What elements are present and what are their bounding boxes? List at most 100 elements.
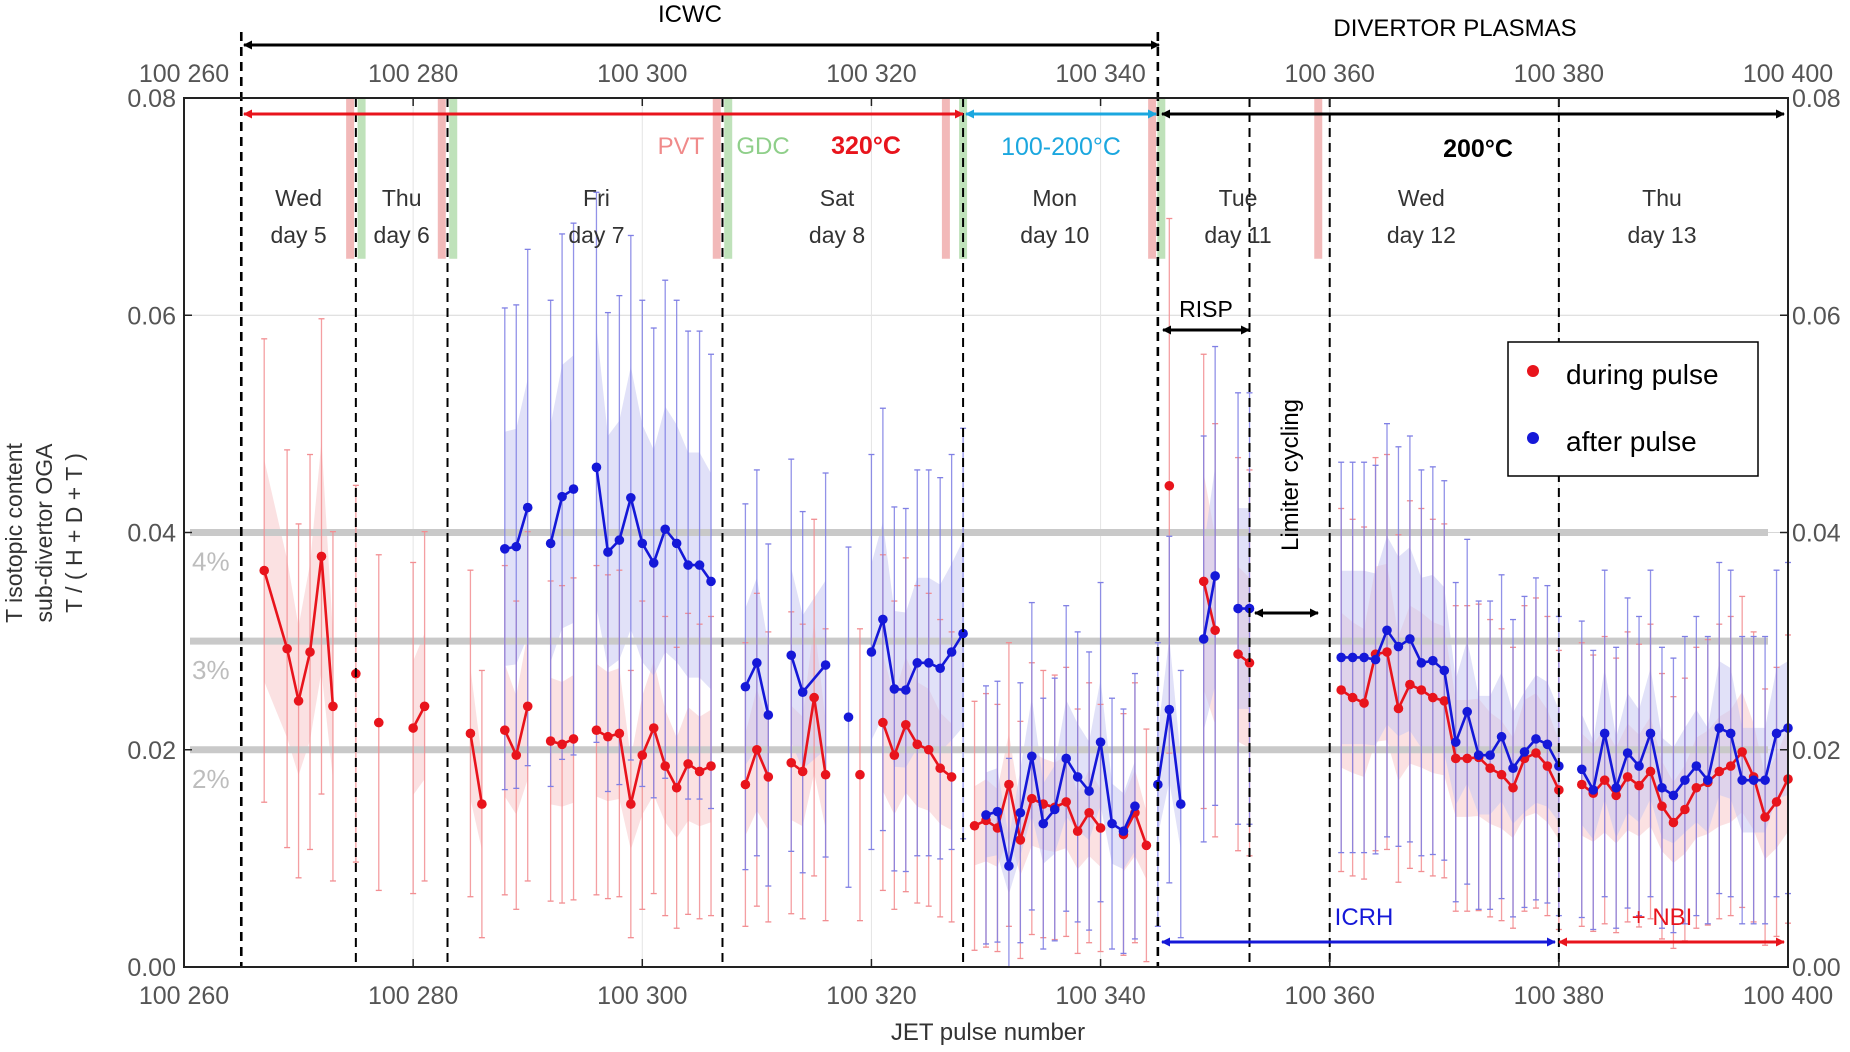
data-point: [614, 728, 625, 739]
data-point: [1382, 647, 1392, 657]
day-label-weekday: Mon: [1032, 185, 1077, 211]
data-point: [786, 757, 797, 768]
data-point: [1599, 728, 1610, 739]
data-point: [293, 696, 304, 706]
reference-line-label: 2%: [192, 764, 230, 794]
data-point: [511, 750, 522, 760]
data-point: [671, 538, 682, 549]
data-point: [660, 524, 670, 535]
data-point: [683, 759, 693, 769]
reference-line-label: 4%: [192, 547, 230, 577]
data-point: [1004, 779, 1014, 790]
data-point: [1531, 748, 1541, 758]
data-point: [1485, 750, 1495, 760]
data-point: [626, 492, 636, 503]
data-point: [901, 685, 911, 695]
y-axis-title: T isotopic content sub-divertor OGA T / …: [1, 442, 87, 622]
day-label-weekday: Sat: [820, 185, 855, 211]
data-point: [1714, 766, 1725, 777]
icwc-label: ICWC: [658, 1, 722, 28]
y-tick-label-right: 0.02: [1792, 737, 1841, 765]
data-point: [740, 779, 751, 790]
data-point: [1645, 766, 1656, 777]
data-point: [1725, 728, 1736, 739]
data-point: [946, 772, 957, 782]
legend-box: [1507, 341, 1759, 477]
data-point: [500, 543, 510, 554]
data-point: [637, 750, 648, 760]
data-point: [1450, 753, 1461, 764]
data-point: [637, 538, 648, 549]
data-point: [1027, 751, 1037, 762]
legend-marker-during: [1527, 365, 1539, 377]
day-label-weekday: Wed: [275, 185, 322, 211]
day-label-weekday: Thu: [382, 185, 422, 211]
temperature-arrows: PVT GDC 320°C 100-200°C 200°C: [243, 109, 1785, 163]
data-point: [1015, 807, 1026, 818]
pvt-band: [1148, 98, 1157, 259]
data-point: [1611, 790, 1621, 801]
data-point: [259, 565, 270, 576]
data-point: [1336, 652, 1346, 663]
uncertainty-band: [264, 441, 333, 780]
y-tick-label-right: 0.04: [1792, 520, 1841, 548]
axes-layer: 100 260 100 260 100 280 100 280 100 300 100 3…: [127, 60, 1840, 1010]
data-point: [1084, 786, 1094, 796]
data-point: [901, 719, 911, 730]
data-point: [1634, 761, 1644, 771]
data-point: [1347, 652, 1358, 663]
data-point: [1737, 747, 1747, 757]
data-point: [614, 535, 625, 545]
data-point: [1210, 625, 1220, 636]
data-point: [1049, 804, 1060, 815]
data-point: [1703, 775, 1713, 785]
data-point: [1760, 775, 1770, 785]
data-point: [1599, 775, 1610, 785]
day-label-number: day 7: [568, 222, 624, 248]
data-point: [1622, 772, 1633, 782]
y-axis-title-line-3: T / ( H + D + T ): [61, 453, 87, 613]
data-point: [465, 728, 476, 739]
data-point: [797, 766, 808, 777]
series-line: [262, 555, 335, 707]
data-point: [763, 710, 774, 720]
pvt-label: PVT: [658, 133, 705, 160]
data-point: [328, 701, 338, 712]
day-label-number: day 13: [1627, 222, 1696, 248]
gdc-band: [724, 98, 733, 259]
pvt-band: [346, 98, 355, 259]
x-tick-label: 100 260: [139, 982, 229, 1010]
data-point: [1657, 801, 1667, 812]
y-tick-label: 0.08: [127, 85, 176, 113]
data-point: [1107, 818, 1117, 829]
data-point: [1668, 790, 1679, 801]
data-point: [752, 744, 762, 755]
data-point: [1175, 799, 1186, 809]
x-tick-label: 100 300: [597, 982, 687, 1010]
day-label-weekday: Wed: [1398, 185, 1445, 211]
data-point: [591, 462, 602, 473]
data-point: [1611, 782, 1621, 793]
data-point: [923, 658, 934, 668]
data-point: [305, 647, 315, 657]
data-point: [1588, 785, 1599, 795]
data-point: [1473, 750, 1484, 760]
day-label-weekday: Thu: [1642, 185, 1682, 211]
data-point: [889, 684, 900, 694]
data-point: [316, 551, 327, 562]
data-point: [1668, 817, 1679, 828]
data-point: [1645, 728, 1656, 739]
data-point: [694, 766, 705, 777]
data-point: [809, 692, 819, 703]
data-point: [1462, 706, 1472, 717]
data-point: [557, 491, 567, 502]
data-point: [522, 701, 533, 712]
data-point: [992, 806, 1003, 817]
uncertainty-band: [413, 633, 425, 795]
y-tick-label: 0.06: [127, 302, 176, 330]
data-point: [1496, 769, 1507, 780]
data-point: [1198, 576, 1209, 587]
data-point: [1084, 807, 1094, 818]
y-axis-title-line-2: sub-divertor OGA: [31, 443, 57, 623]
